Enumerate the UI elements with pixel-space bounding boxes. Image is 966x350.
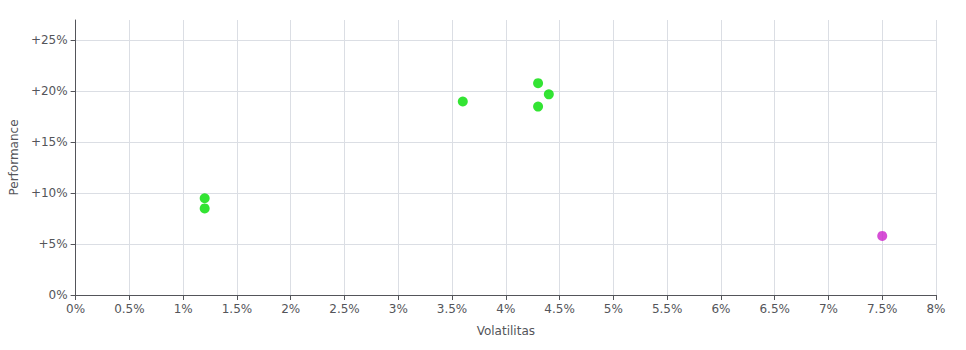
svg-text:+10%: +10%: [31, 186, 68, 200]
svg-text:+15%: +15%: [31, 135, 68, 149]
svg-text:Volatilitas: Volatilitas: [477, 324, 535, 338]
svg-text:6.5%: 6.5%: [759, 302, 790, 316]
svg-text:5.5%: 5.5%: [652, 302, 683, 316]
svg-text:Performance: Performance: [7, 119, 21, 195]
svg-text:+20%: +20%: [31, 84, 68, 98]
svg-text:1.5%: 1.5%: [222, 302, 253, 316]
svg-text:8%: 8%: [926, 302, 945, 316]
svg-text:+25%: +25%: [31, 33, 68, 47]
svg-text:7%: 7%: [819, 302, 838, 316]
svg-text:7.5%: 7.5%: [867, 302, 898, 316]
svg-text:2.5%: 2.5%: [329, 302, 360, 316]
svg-text:+5%: +5%: [39, 237, 68, 251]
svg-text:2%: 2%: [281, 302, 300, 316]
svg-text:3.5%: 3.5%: [437, 302, 468, 316]
svg-text:3%: 3%: [389, 302, 408, 316]
svg-text:0%: 0%: [49, 288, 68, 302]
svg-text:5%: 5%: [604, 302, 623, 316]
svg-text:4%: 4%: [496, 302, 515, 316]
svg-text:1%: 1%: [174, 302, 193, 316]
svg-text:0.5%: 0.5%: [114, 302, 145, 316]
svg-text:0%: 0%: [66, 302, 85, 316]
svg-text:6%: 6%: [711, 302, 730, 316]
svg-text:4.5%: 4.5%: [544, 302, 575, 316]
